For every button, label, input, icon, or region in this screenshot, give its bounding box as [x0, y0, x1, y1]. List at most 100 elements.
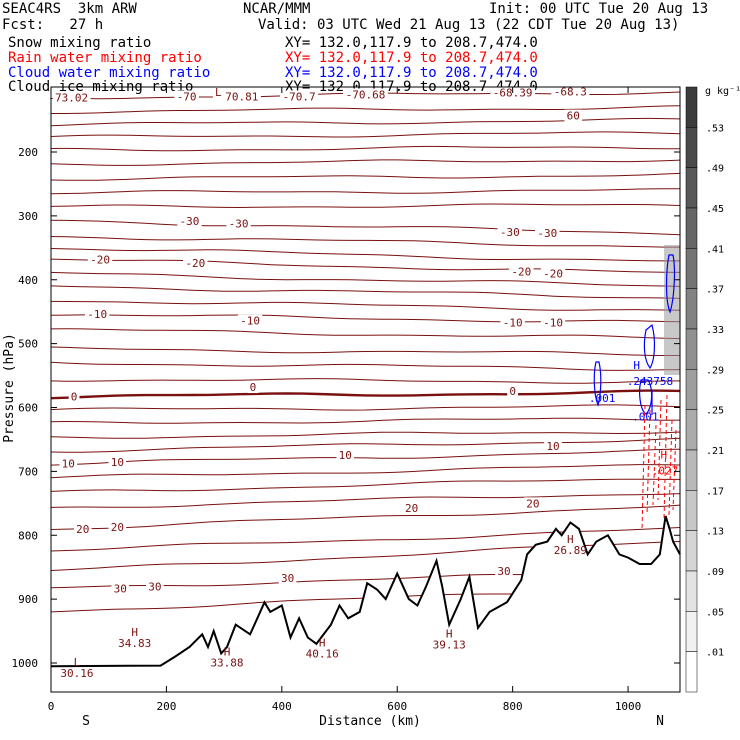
- rain-water-contour: [652, 424, 657, 506]
- isotherm-label: 30: [281, 572, 294, 585]
- field-label-rain: Rain water mixing ratio: [8, 50, 202, 66]
- isotherm-label-bg: [402, 501, 421, 514]
- isotherm-label-bg: [111, 582, 130, 595]
- colorbar-label: .33: [706, 325, 724, 336]
- cloud-water-contour: [593, 361, 602, 407]
- colorbar-swatch: [685, 207, 698, 249]
- cloud-water-label: .243758: [627, 375, 673, 388]
- extremum-mark: H: [567, 533, 574, 546]
- isotherm-line: [50, 258, 681, 273]
- isotherm-line: [50, 203, 681, 209]
- extremum-mark: H: [224, 645, 231, 658]
- isotherm-label-bg: [544, 439, 562, 452]
- y-tick-label: 700: [18, 465, 38, 478]
- colorbar-label: .37: [706, 285, 724, 296]
- field-xy-snow: XY= 132.0,117.9 to 208.7,474.0: [285, 35, 538, 51]
- isotherm-label: -70.68: [346, 89, 386, 102]
- x-tick-label: 600: [387, 700, 407, 713]
- isotherm-label-bg: [212, 85, 224, 98]
- isotherm-label: 30: [148, 580, 161, 593]
- isotherm-label-bg: [68, 390, 80, 403]
- isotherm-label-bg: [87, 253, 113, 266]
- isotherm-label-bg: [108, 455, 127, 468]
- y-tick-label: 300: [18, 210, 38, 223]
- valid-time: Valid: 03 UTC Wed 21 Aug 13 (22 CDT Tue …: [258, 17, 680, 33]
- extremum-value: 30.16: [60, 667, 93, 680]
- colorbar-label: .21: [706, 446, 724, 457]
- y-tick-label: 600: [18, 402, 38, 415]
- colorbar-swatch: [685, 167, 698, 209]
- isotherm-line: [50, 464, 681, 479]
- left-end-label: S: [82, 714, 90, 729]
- rain-water-label: H: [661, 449, 668, 462]
- rain-water-contour: [657, 399, 662, 501]
- isotherm-label: 20: [526, 497, 539, 510]
- isotherm-label: -70: [177, 90, 197, 103]
- isotherm-line: [50, 300, 681, 311]
- colorbar-label: .01: [706, 648, 724, 659]
- isotherm-label: 30: [114, 582, 127, 595]
- isotherm-label: 0: [250, 381, 257, 394]
- isotherm-label-bg: [59, 457, 78, 470]
- isotherm-line: [50, 172, 681, 181]
- contour-labels: -73.02 -70 -70.81 -70.7 -70.68 -68.39 -68.3 L 60…: [45, 85, 590, 680]
- isotherm-line: [50, 314, 681, 323]
- isotherm-label-bg: [237, 314, 263, 327]
- x-axis-label: Distance (km): [319, 714, 421, 729]
- isotherm-label-bg: [540, 267, 566, 280]
- rain-water-contour: [641, 404, 646, 531]
- isotherm-label-bg: [507, 384, 519, 397]
- isotherm-line: [50, 188, 680, 195]
- isotherm-label-bg: [247, 381, 259, 394]
- y-tick-label: 1000: [12, 657, 39, 670]
- terrain-profile: [50, 515, 681, 692]
- isotherm-line: [50, 504, 681, 530]
- colorbar-label: .45: [706, 204, 724, 215]
- isotherm-line: [50, 404, 681, 411]
- colorbar-label: .09: [706, 567, 724, 578]
- isotherm-label: 10: [62, 458, 75, 471]
- isotherm-label-bg: [183, 257, 208, 270]
- extremum-value: 39.13: [433, 638, 466, 651]
- colorbar: g kg⁻¹ .53 .49 .45 .41 .37 .33 .29 .25 .21 .17 .13.…: [685, 86, 740, 693]
- rain-water-contour: [668, 419, 673, 516]
- cloud-water-label: H: [633, 359, 640, 372]
- colorbar-label: .13: [706, 527, 724, 538]
- y-tick-label: 800: [18, 529, 38, 542]
- colorbar-label: .17: [706, 486, 724, 497]
- extremum-mark: L: [74, 656, 81, 669]
- colorbar-swatch: [685, 127, 698, 168]
- colorbar-swatch: [685, 651, 698, 693]
- isotherm-line: [50, 417, 681, 424]
- isotherm-label: -70.7: [283, 90, 316, 103]
- field-xy-rain: XY= 132.0,117.9 to 208.7,474.0: [285, 50, 538, 66]
- isotherm-label-bg: [500, 316, 525, 329]
- isotherm-label: 20: [76, 523, 89, 536]
- y-tick-label: 900: [18, 593, 38, 606]
- isotherm-label-bg: [495, 565, 513, 578]
- isotherm-label: -70.81: [219, 90, 259, 103]
- colorbar-swatch: [685, 369, 698, 410]
- cloud-water-contours: .001 H .243758 .001: [589, 245, 680, 423]
- isotherm-line: [50, 285, 681, 299]
- isotherm-line: [50, 361, 681, 371]
- isotherm-line: [50, 117, 681, 127]
- plot-frame: [50, 86, 681, 693]
- x-tick-label: 800: [503, 700, 523, 713]
- cloud-water-contour: [665, 254, 676, 314]
- isotherm-label: 0: [509, 385, 516, 398]
- isotherm-label: -68.3: [554, 85, 587, 98]
- isotherm-line: [51, 105, 681, 114]
- isotherm-label: -30: [537, 227, 557, 240]
- isotherm-label-bg: [336, 448, 355, 461]
- init-time: Init: 00 UTC Tue 20 Aug 13: [489, 1, 709, 17]
- colorbar-label: .49: [706, 164, 724, 175]
- cloud-water-contour: [643, 323, 656, 370]
- field-label-snow: Snow mixing ratio: [8, 35, 152, 51]
- y-tick-label: 200: [18, 146, 38, 159]
- isotherm-label: 10: [339, 449, 352, 462]
- isotherm-line: [50, 328, 681, 340]
- isotherm-line: [50, 493, 681, 508]
- extremum-value: 33.88: [210, 656, 243, 669]
